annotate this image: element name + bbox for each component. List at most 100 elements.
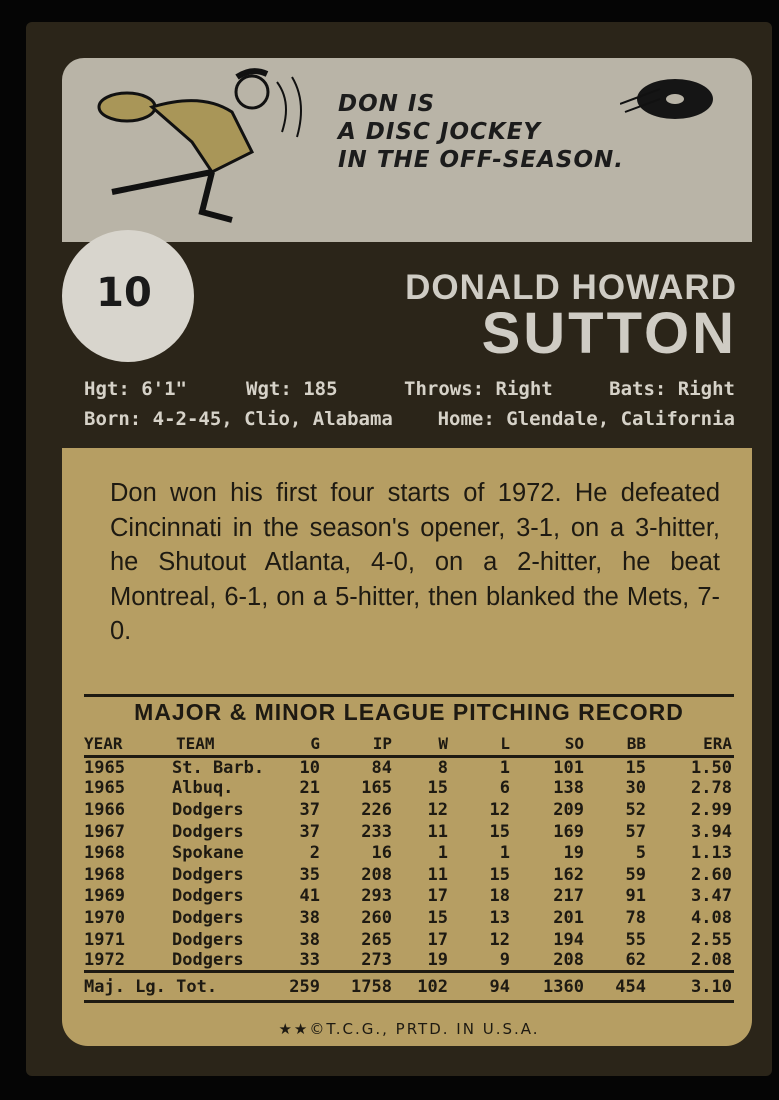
- table-cell: 208: [361, 864, 392, 885]
- table-cell: 265: [361, 929, 392, 950]
- copyright: ★★©T.C.G., PRTD. IN U.S.A.: [278, 1020, 540, 1038]
- column-header: YEAR: [84, 733, 123, 753]
- table-cell: 15: [427, 907, 448, 928]
- table-cell: Dodgers: [172, 929, 244, 950]
- table-cell: 38: [299, 929, 320, 950]
- bats: Bats: Right: [609, 378, 735, 400]
- column-header: TEAM: [176, 733, 215, 753]
- table-cell: 62: [625, 950, 646, 971]
- column-header: ERA: [703, 733, 732, 753]
- table-cell: 209: [553, 799, 584, 820]
- table-cell: 1: [437, 843, 448, 864]
- table-cell: 2: [309, 843, 320, 864]
- table-cell: 4.08: [691, 907, 732, 928]
- table-cell: 78: [625, 907, 646, 928]
- table-cell: 9: [499, 950, 510, 971]
- column-header: IP: [372, 733, 392, 753]
- table-row: 1965 St. Barb. 10 84 8 1 101 15 1.50: [84, 756, 734, 778]
- table-cell: 1968: [84, 864, 125, 885]
- table-cell: 12: [489, 929, 510, 950]
- table-cell: 1972: [84, 950, 125, 971]
- table-cell: 17: [427, 929, 448, 950]
- table-cell: 2.55: [691, 929, 732, 950]
- table-row: 1967 Dodgers 37 233 11 15 169 57 3.94: [84, 821, 734, 843]
- table-cell: 55: [625, 929, 646, 950]
- height: Hgt: 6'1": [84, 378, 187, 400]
- totals-row: Maj. Lg. Tot. 259 1758 102 94 1360 454 3.10: [84, 971, 734, 1002]
- table-cell: 1967: [84, 821, 125, 842]
- table-cell: 30: [625, 778, 646, 799]
- table-row: 1969 Dodgers 41 293 17 18 217 91 3.47: [84, 886, 734, 908]
- divider: [84, 694, 734, 697]
- bio-text: Don won his first four starts of 1972. H…: [110, 479, 720, 645]
- totals-cell: 259: [289, 976, 320, 997]
- table-cell: 18: [489, 886, 510, 907]
- cartoon-panel: [62, 58, 752, 242]
- table-cell: 35: [299, 864, 320, 885]
- totals-cell: 454: [615, 976, 646, 997]
- table-cell: 3.47: [691, 886, 732, 907]
- totals-cell: 3.10: [691, 976, 732, 997]
- record-title: MAJOR & MINOR LEAGUE PITCHING RECORD: [134, 699, 684, 725]
- table-cell: 11: [427, 864, 448, 885]
- table-row: 1968 Spokane 2 16 1 1 19 5 1.13: [84, 842, 734, 864]
- table-cell: 12: [489, 799, 510, 820]
- table-cell: 37: [299, 799, 320, 820]
- table-cell: 17: [427, 886, 448, 907]
- caption-line: DON IS: [338, 91, 436, 117]
- column-header: SO: [564, 733, 584, 753]
- table-cell: 1.13: [691, 843, 732, 864]
- caption-line: IN THE OFF-SEASON.: [338, 147, 625, 173]
- table-cell: 1.50: [691, 757, 732, 778]
- table-cell: Dodgers: [172, 864, 244, 885]
- table-cell: 6: [499, 778, 510, 799]
- table-cell: 2.08: [691, 950, 732, 971]
- table-cell: 5: [635, 843, 646, 864]
- home: Home: Glendale, California: [437, 408, 735, 430]
- table-row: 1971 Dodgers 38 265 17 12 194 55 2.55: [84, 929, 734, 951]
- table-cell: 208: [553, 950, 584, 971]
- table-cell: 16: [371, 843, 392, 864]
- player-last-name: SUTTON: [481, 301, 737, 366]
- table-cell: 273: [361, 950, 392, 971]
- table-row: 1972 Dodgers 33 273 19 9 208 62 2.08: [84, 950, 734, 972]
- table-cell: 13: [489, 907, 510, 928]
- table-cell: 1965: [84, 757, 125, 778]
- table-cell: 226: [361, 799, 392, 820]
- table-cell: 33: [299, 950, 320, 971]
- table-cell: 3.94: [691, 821, 732, 842]
- column-header: BB: [626, 733, 646, 753]
- table-cell: 1970: [84, 907, 125, 928]
- table-cell: 165: [361, 778, 392, 799]
- table-cell: 2.99: [691, 799, 732, 820]
- table-cell: 233: [361, 821, 392, 842]
- table-cell: 2.60: [691, 864, 732, 885]
- table-cell: 19: [563, 843, 584, 864]
- table-cell: 101: [553, 757, 584, 778]
- table-cell: 15: [489, 864, 510, 885]
- table-cell: 57: [625, 821, 646, 842]
- column-header: W: [438, 733, 448, 753]
- table-cell: 10: [299, 757, 320, 778]
- table-cell: 37: [299, 821, 320, 842]
- table-cell: 194: [553, 929, 584, 950]
- born: Born: 4-2-45, Clio, Alabama: [84, 408, 393, 430]
- table-row: 1965 Albuq. 21 165 15 6 138 30 2.78: [84, 778, 734, 800]
- table-cell: 260: [361, 907, 392, 928]
- caption-line: A DISC JOCKEY: [338, 119, 542, 145]
- table-cell: 84: [371, 757, 392, 778]
- table-cell: 1971: [84, 929, 125, 950]
- table-cell: 1966: [84, 799, 125, 820]
- column-header: L: [500, 733, 510, 753]
- table-cell: Dodgers: [172, 907, 244, 928]
- totals-cell: 102: [417, 976, 448, 997]
- player-first-names: DONALD HOWARD: [405, 268, 737, 307]
- totals-cell: 94: [489, 976, 510, 997]
- cartoon-pitcher-icon: [97, 68, 302, 223]
- table-cell: 21: [299, 778, 320, 799]
- table-cell: Albuq.: [172, 778, 234, 799]
- table-cell: 217: [553, 886, 584, 907]
- table-cell: 2.78: [691, 778, 732, 799]
- pitching-record-table: YEAR TEAM G IP W L SO BB ERA 1965 St. Barb. 10 84 8 1…: [84, 732, 734, 1003]
- cartoon-caption: DON IS A DISC JOCKEY IN THE OFF-SEASON.: [338, 90, 624, 174]
